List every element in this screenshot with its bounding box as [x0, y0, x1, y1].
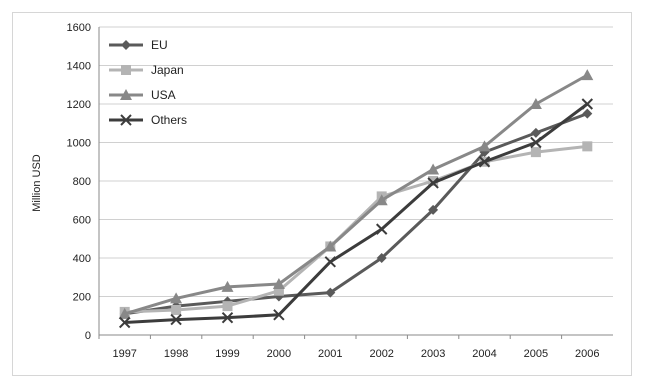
- series-japan: [119, 141, 593, 317]
- x-tick-label: 2002: [369, 348, 393, 360]
- series-line: [124, 112, 588, 316]
- x-tick-label: 1999: [215, 348, 239, 360]
- y-tick-label: 800: [73, 176, 91, 188]
- x-tick-label: 2004: [472, 348, 496, 360]
- x-tick-label: 1998: [164, 348, 188, 360]
- y-axis-label: Million USD: [31, 154, 43, 212]
- x-tick-label: 2006: [575, 348, 599, 360]
- legend-label: Others: [151, 113, 187, 127]
- x-tick-labels: 1997 1998 1999 2000 2001 2002 2003 2004 2005 2006: [98, 335, 600, 360]
- y-tick-label: 1000: [67, 138, 91, 150]
- data-point: [581, 98, 594, 110]
- legend-label: Japan: [151, 63, 184, 77]
- data-point: [530, 147, 541, 158]
- y-tick-label: 600: [73, 215, 91, 227]
- data-point: [222, 301, 233, 312]
- data-point: [530, 127, 541, 138]
- legend-entry-eu: EU: [109, 38, 168, 52]
- series-others: [118, 98, 594, 329]
- y-tick-labels: 0 200 400 600 800 1000 1200 1400 1600: [67, 22, 91, 342]
- series-line: [124, 144, 588, 314]
- data-point: [529, 98, 542, 109]
- data-point: [428, 204, 439, 215]
- data-point: [582, 108, 593, 119]
- data-point: [325, 287, 336, 298]
- data-point: [375, 223, 388, 235]
- data-point: [170, 313, 182, 326]
- data-point: [118, 316, 131, 329]
- data-point: [170, 292, 183, 304]
- data-point: [221, 311, 234, 324]
- series-eu: [119, 108, 593, 319]
- data-point: [428, 176, 439, 186]
- data-point: [581, 69, 594, 81]
- legend-label: EU: [151, 38, 168, 52]
- data-point: [478, 140, 491, 152]
- y-tick-label: 400: [73, 253, 91, 265]
- data-point: [324, 256, 337, 268]
- data-point: [427, 177, 439, 189]
- y-tick-label: 1400: [67, 61, 91, 73]
- y-tick-label: 0: [85, 330, 91, 342]
- chart-frame: 0 200 400 600 800 1000 1200 1400 1600 1997 1998 19…: [12, 12, 632, 376]
- legend-entry-usa: USA: [109, 88, 176, 102]
- legend-marker: [121, 65, 131, 75]
- data-point: [324, 240, 337, 252]
- y-tick-label: 200: [73, 292, 91, 304]
- legend-marker: [120, 89, 132, 100]
- data-point: [478, 156, 491, 168]
- x-tick-label: 2000: [267, 348, 291, 360]
- legend-entry-others: Others: [109, 113, 187, 127]
- legend-entry-japan: Japan: [109, 63, 184, 77]
- data-point: [273, 309, 285, 321]
- legend-marker: [121, 40, 131, 50]
- y-tick-label: 1600: [67, 22, 91, 34]
- legend: EU Japan USA Others: [109, 38, 187, 127]
- data-point: [273, 285, 284, 296]
- data-point: [171, 304, 182, 315]
- data-point: [582, 141, 593, 152]
- y-tick-label: 1200: [67, 99, 91, 111]
- legend-label: USA: [151, 88, 176, 102]
- data-point: [272, 277, 285, 289]
- x-tick-label: 2005: [524, 348, 548, 360]
- data-point: [427, 163, 440, 175]
- series-layer: [118, 69, 594, 329]
- data-point: [221, 280, 234, 292]
- x-tick-label: 1997: [112, 348, 136, 360]
- data-point: [118, 307, 131, 319]
- legend-marker: [120, 114, 132, 126]
- data-point: [376, 253, 387, 263]
- series-line: [124, 102, 589, 324]
- x-tick-label: 2003: [421, 348, 445, 360]
- series-usa: [118, 69, 594, 319]
- x-tick-label: 2001: [318, 348, 342, 360]
- series-line: [124, 73, 589, 316]
- data-point: [375, 194, 388, 206]
- data-point: [530, 136, 542, 149]
